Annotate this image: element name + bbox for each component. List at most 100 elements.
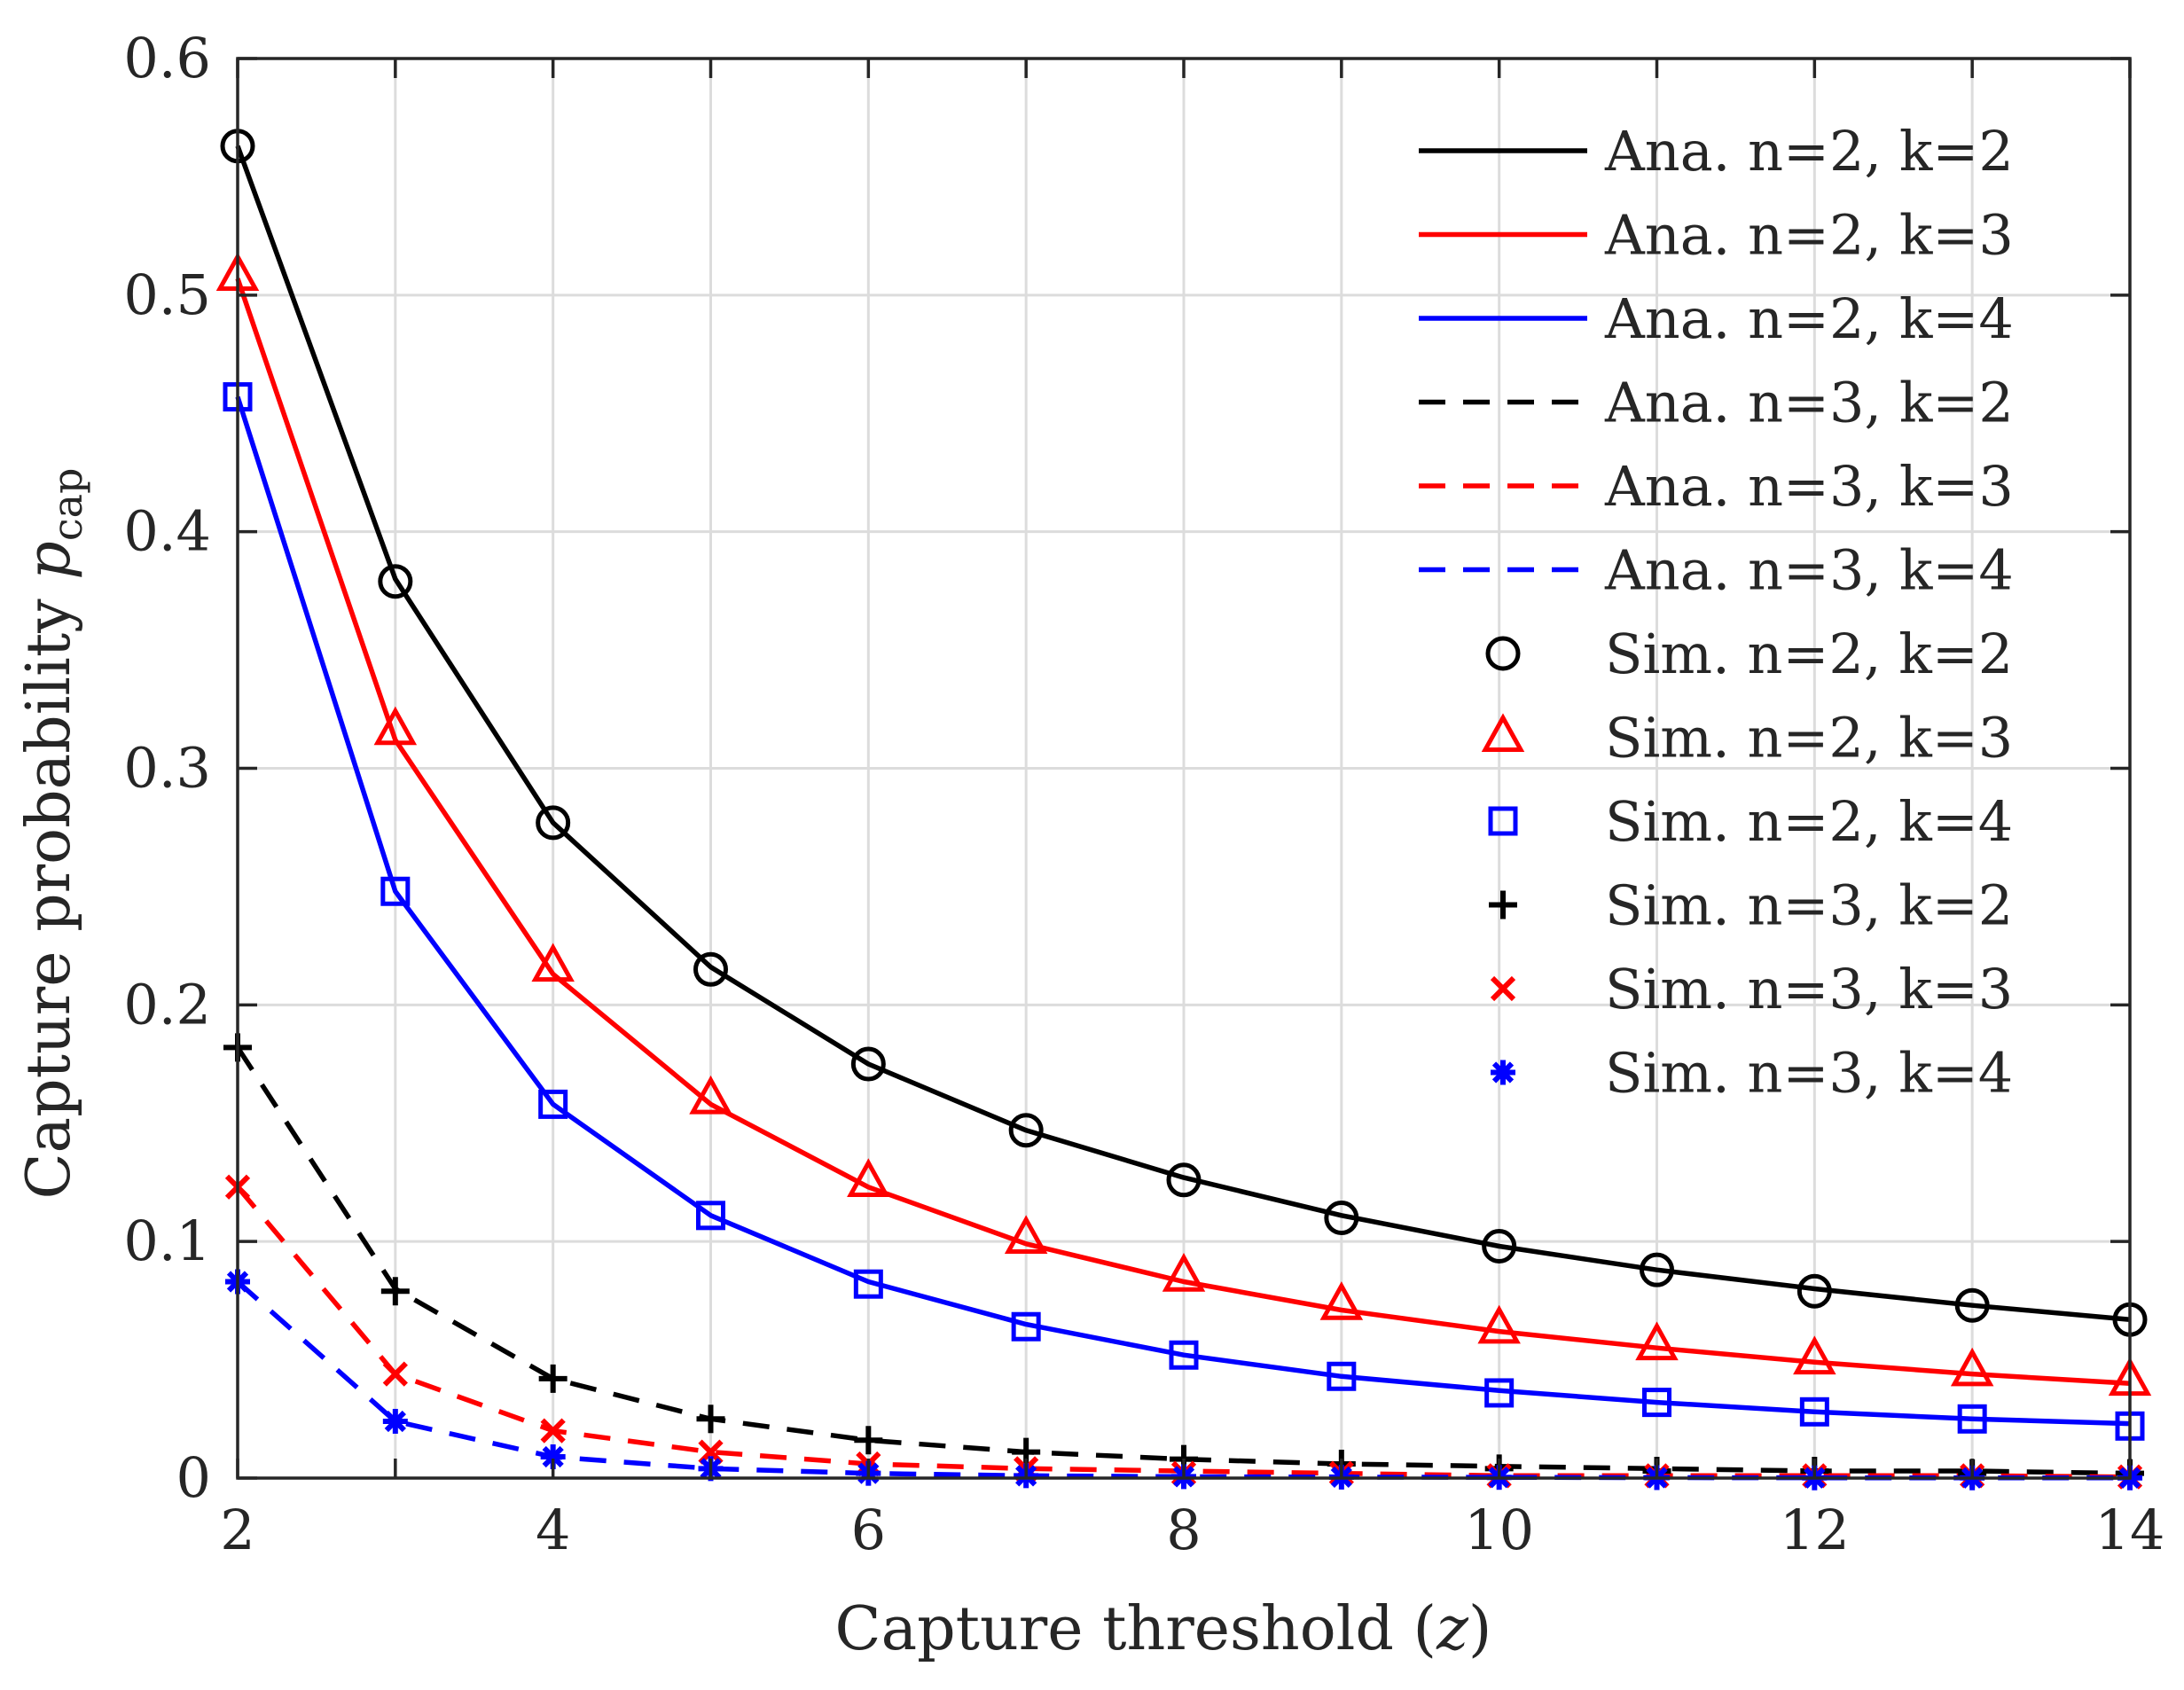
x-axis-label: Capture threshold (z) [835,1594,1492,1664]
data-point-sim-n-2-k-2 [1797,1273,1832,1309]
y-tick-label: 0.4 [123,499,211,564]
y-tick-label: 0 [176,1445,211,1510]
data-point-sim-n-2-k-2 [1166,1162,1202,1198]
legend-label: Ana. n=3, k=3 [1604,454,2014,519]
legend-entry: Ana. n=3, k=2 [1419,371,2014,435]
x-tick-label: 10 [1464,1498,1534,1562]
y-axis-label-var: p [14,541,84,580]
x-tick-label: 12 [1780,1498,1850,1562]
data-point-sim-n-2-k-3 [1793,1335,1836,1375]
legend-entry: Sim. n=3, k=2 [1489,873,2013,938]
legend-entry: Ana. n=3, k=3 [1419,454,2014,519]
legend-entry: Sim. n=2, k=2 [1485,622,2013,686]
grid [238,59,2130,1478]
legend-swatch-marker [1485,636,1521,671]
y-tick-label: 0.1 [123,1209,211,1273]
y-axis-label-sub: cap [43,468,91,542]
data-point-sim-n-2-k-3 [531,943,575,982]
legend-swatch-marker [1488,806,1518,836]
data-point-sim-n-2-k-2 [1640,1252,1674,1287]
y-tick-label: 0.2 [123,972,211,1037]
legend-label: Sim. n=3, k=4 [1605,1041,2013,1106]
data-point-sim-n-2-k-3 [1162,1253,1206,1292]
x-tick-label: 6 [851,1498,886,1562]
data-point-sim-n-2-k-3 [373,706,418,746]
legend-swatch-marker [1491,1060,1515,1085]
data-point-sim-n-2-k-3 [1319,1281,1364,1320]
data-point-sim-n-2-k-4 [696,1201,725,1231]
series-line-ana-n-2-k-2 [235,145,2131,1322]
legend-label: Sim. n=2, k=3 [1605,706,2013,771]
legend-entry: Ana. n=3, k=4 [1419,538,2014,603]
legend-swatch-marker [1489,890,1517,919]
data-point-sim-n-2-k-2 [1482,1229,1517,1264]
series-markers-sim-n-2-k-3 [215,252,2152,1397]
legend-entry: Sim. n=3, k=3 [1490,957,2013,1021]
data-point-sim-n-3-k-2 [696,1404,725,1434]
x-axis-label-text: Capture threshold [835,1594,1394,1664]
data-point-sim-n-2-k-4 [853,1269,883,1299]
data-point-sim-n-2-k-3 [847,1158,890,1197]
data-point-sim-n-2-k-3 [1004,1215,1048,1254]
y-tick-label: 0.3 [123,736,211,801]
y-axis-label: Capture probability pcap [14,468,91,1200]
legend-label: Ana. n=2, k=2 [1604,119,2014,184]
data-point-sim-n-2-k-2 [850,1046,886,1082]
data-point-sim-n-2-k-3 [1477,1304,1521,1344]
legend-swatch-marker [1481,713,1525,752]
data-point-sim-n-2-k-3 [1950,1347,1994,1387]
legend-entry: Ana. n=2, k=4 [1419,286,2014,351]
legend: Ana. n=2, k=2 Ana. n=2, k=3 Ana. n=2, k=4 A… [1419,119,2014,1106]
data-point-sim-n-3-k-2 [380,1277,410,1306]
data-point-sim-n-2-k-3 [1635,1321,1679,1361]
legend-entry: Sim. n=3, k=4 [1491,1041,2013,1106]
data-point-sim-n-3-k-4 [382,1408,408,1434]
legend-entry: Ana. n=2, k=2 [1419,119,2014,184]
x-tick-label: 8 [1166,1498,1201,1562]
data-point-sim-n-2-k-2 [1324,1200,1359,1235]
series-line-ana-n-2-k-3 [235,278,2131,1387]
y-tick-label: 0.5 [123,262,211,327]
data-point-sim-n-2-k-2 [1954,1287,1990,1323]
legend-entry: Ana. n=2, k=3 [1419,203,2014,268]
legend-entry: Sim. n=2, k=3 [1481,706,2013,771]
legend-label: Ana. n=3, k=2 [1604,371,2014,435]
data-point-sim-n-2-k-4 [1642,1388,1671,1418]
legend-label: Sim. n=2, k=2 [1605,622,2013,686]
data-point-sim-n-2-k-4 [1799,1397,1829,1427]
data-point-sim-n-2-k-2 [536,805,571,841]
data-point-sim-n-3-k-2 [538,1364,568,1393]
data-point-sim-n-2-k-4 [380,876,411,906]
data-point-sim-n-2-k-3 [689,1075,732,1115]
data-point-sim-n-2-k-2 [693,951,728,987]
legend-label: Ana. n=2, k=3 [1604,203,2014,268]
legend-label: Ana. n=3, k=4 [1604,538,2014,603]
data-point-sim-n-3-k-3 [540,1418,566,1444]
data-point-sim-n-2-k-4 [538,1089,568,1119]
data-point-sim-n-3-k-3 [382,1361,408,1387]
legend-entry: Sim. n=2, k=4 [1488,789,2013,854]
y-axis-label-text: Capture probability [14,599,84,1200]
data-point-sim-n-2-k-4 [1484,1378,1515,1408]
data-point-sim-n-2-k-4 [1011,1311,1041,1342]
legend-label: Sim. n=3, k=3 [1605,957,2013,1021]
data-point-sim-n-2-k-4 [1957,1404,1987,1434]
data-point-sim-n-2-k-2 [1008,1113,1044,1148]
y-tick-label: 0.6 [123,26,211,90]
legend-swatch-marker [1490,975,1516,1002]
legend-label: Ana. n=2, k=4 [1604,286,2014,351]
x-axis-label-var: z [1436,1594,1469,1664]
x-tick-label: 4 [536,1498,570,1562]
series-line-ana-n-2-k-4 [235,395,2131,1427]
series-markers-sim-n-2-k-4 [223,382,2145,1441]
data-point-sim-n-2-k-4 [1169,1340,1199,1370]
data-point-sim-n-2-k-4 [1327,1361,1357,1391]
x-tick-label: 14 [2095,1498,2165,1562]
legend-label: Sim. n=3, k=2 [1605,873,2013,938]
data-point-sim-n-3-k-2 [854,1426,883,1455]
data-point-sim-n-2-k-2 [378,564,413,599]
legend-label: Sim. n=2, k=4 [1605,789,2013,854]
x-tick-label: 2 [220,1498,254,1562]
